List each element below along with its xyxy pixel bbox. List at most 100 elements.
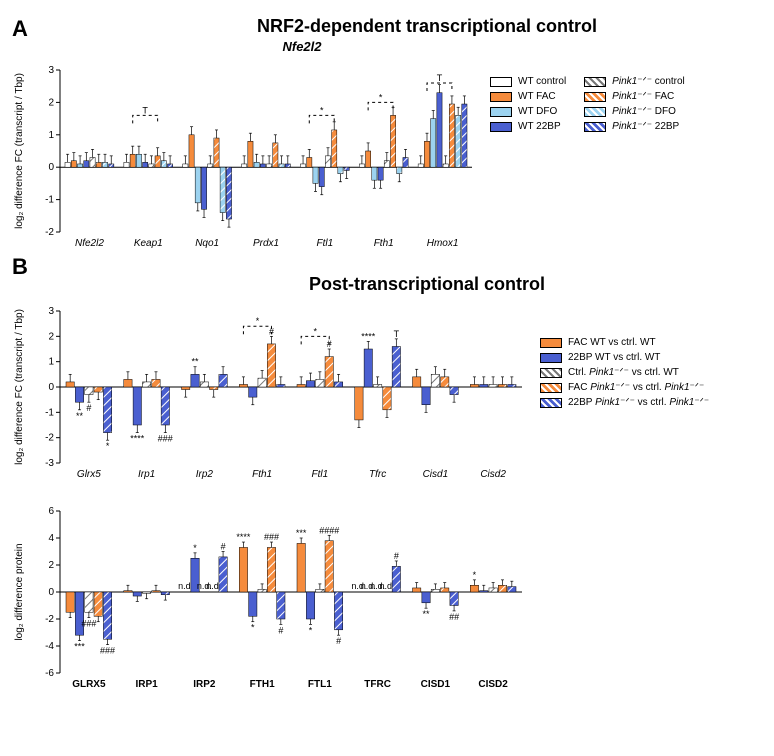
svg-text:*: * xyxy=(256,316,260,326)
svg-text:-2: -2 xyxy=(45,227,54,238)
svg-text:T: T xyxy=(394,329,400,339)
svg-text:3: 3 xyxy=(48,306,54,317)
panel-a-label: A xyxy=(12,16,28,42)
svg-text:Hmox1: Hmox1 xyxy=(427,238,459,249)
svg-text:2: 2 xyxy=(48,560,54,571)
svg-text:-1: -1 xyxy=(45,407,54,418)
svg-text:*: * xyxy=(473,570,477,580)
svg-text:##: ## xyxy=(449,612,459,622)
legend-item: WT control xyxy=(490,76,566,87)
svg-text:Nfe2l2: Nfe2l2 xyxy=(75,238,104,249)
svg-text:*: * xyxy=(193,543,197,553)
svg-text:4: 4 xyxy=(48,533,54,544)
svg-text:*: * xyxy=(309,625,313,635)
svg-text:log₂ difference FC (transcript: log₂ difference FC (transcript / Tbp) xyxy=(14,73,25,229)
svg-text:-3: -3 xyxy=(45,458,54,469)
panel-b-title: Post-transcriptional control xyxy=(88,274,766,295)
legend-item: Ctrl. Pink1⁻ᐟ⁻ vs ctrl. WT xyxy=(540,367,709,378)
svg-text:Cisd1: Cisd1 xyxy=(423,469,449,480)
svg-text:2: 2 xyxy=(48,331,54,342)
svg-text:log₂ difference FC (transcript: log₂ difference FC (transcript / Tbp) xyxy=(14,309,25,465)
svg-text:**: ** xyxy=(192,357,200,367)
svg-text:TFRC: TFRC xyxy=(364,679,391,690)
svg-text:0: 0 xyxy=(48,587,54,598)
svg-text:-4: -4 xyxy=(45,641,54,652)
panel-b-chart2: -6-4-20246log₂ difference proteinGLRX5**… xyxy=(8,497,528,697)
svg-text:####: #### xyxy=(319,525,339,535)
svg-text:Ftl1: Ftl1 xyxy=(317,238,334,249)
panel-a-title: NRF2-dependent transcriptional control xyxy=(88,16,766,37)
svg-text:#: # xyxy=(394,551,399,561)
svg-text:Ftl1: Ftl1 xyxy=(312,469,329,480)
svg-text:Cisd2: Cisd2 xyxy=(480,469,506,480)
svg-text:FTH1: FTH1 xyxy=(250,679,275,690)
svg-text:*: * xyxy=(251,623,255,633)
legend-item: Pink1⁻ᐟ⁻ FAC xyxy=(584,91,685,102)
svg-text:***: *** xyxy=(296,528,307,538)
legend-item: WT DFO xyxy=(490,106,566,117)
svg-text:-2: -2 xyxy=(45,433,54,444)
legend-item: FAC Pink1⁻ᐟ⁻ vs ctrl. Pink1⁻ᐟ⁻ xyxy=(540,382,709,393)
panel-a-legend: WT control WT FAC WT DFO WT 22BP Pink1⁻ᐟ⁻ co… xyxy=(490,76,685,136)
svg-text:-1: -1 xyxy=(45,195,54,206)
svg-text:Irp2: Irp2 xyxy=(196,469,214,480)
svg-text:**: ** xyxy=(423,609,431,619)
svg-text:6: 6 xyxy=(48,506,54,517)
svg-text:Fth1: Fth1 xyxy=(374,238,394,249)
svg-text:#: # xyxy=(278,625,283,635)
legend-item: FAC WT vs ctrl. WT xyxy=(540,337,709,348)
svg-text:Glrx5: Glrx5 xyxy=(77,469,101,480)
svg-text:T: T xyxy=(142,105,148,115)
legend-item: Pink1⁻ᐟ⁻ 22BP xyxy=(584,121,685,132)
panel-a-chart: -2 -1 0 1 2 3 log₂ difference FC (transcript /… xyxy=(8,56,478,256)
svg-text:Keap1: Keap1 xyxy=(134,238,163,249)
svg-text:IRP1: IRP1 xyxy=(136,679,159,690)
svg-text:Nqo1: Nqo1 xyxy=(195,238,219,249)
svg-text:1: 1 xyxy=(48,130,54,141)
svg-text:###: ### xyxy=(81,619,96,629)
svg-text:*: * xyxy=(379,92,383,102)
svg-text:###: ### xyxy=(100,646,115,656)
svg-text:log₂ difference protein: log₂ difference protein xyxy=(14,543,25,640)
svg-text:Tfrc: Tfrc xyxy=(369,469,386,480)
svg-text:T: T xyxy=(437,73,443,83)
svg-text:IRP2: IRP2 xyxy=(193,679,216,690)
svg-text:CISD2: CISD2 xyxy=(478,679,508,690)
svg-text:3: 3 xyxy=(48,65,54,76)
svg-text:Prdx1: Prdx1 xyxy=(253,238,279,249)
legend-item: Pink1⁻ᐟ⁻ DFO xyxy=(584,106,685,117)
svg-text:****: **** xyxy=(361,331,376,341)
svg-text:###: ### xyxy=(264,532,279,542)
svg-text:0: 0 xyxy=(48,382,54,393)
svg-text:-2: -2 xyxy=(45,614,54,625)
panel-b-legend: FAC WT vs ctrl. WT 22BP WT vs ctrl. WT Ctr… xyxy=(540,337,709,412)
svg-text:#: # xyxy=(221,542,226,552)
svg-text:GLRX5: GLRX5 xyxy=(72,679,106,690)
svg-text:**: ** xyxy=(76,411,84,421)
svg-text:*: * xyxy=(320,105,324,115)
svg-text:#: # xyxy=(86,403,91,413)
legend-item: WT FAC xyxy=(490,91,566,102)
panel-a-subtitle: Nfe2l2 xyxy=(0,39,766,54)
svg-text:CISD1: CISD1 xyxy=(421,679,451,690)
svg-text:****: **** xyxy=(130,434,145,444)
svg-text:FTL1: FTL1 xyxy=(308,679,332,690)
svg-text:Irp1: Irp1 xyxy=(138,469,155,480)
legend-item: 22BP Pink1⁻ᐟ⁻ vs ctrl. Pink1⁻ᐟ⁻ xyxy=(540,397,709,408)
svg-text:###: ### xyxy=(158,434,173,444)
svg-text:#: # xyxy=(336,636,341,646)
svg-text:1: 1 xyxy=(48,357,54,368)
figure-root: A NRF2-dependent transcriptional control… xyxy=(8,16,766,697)
svg-text:***: *** xyxy=(74,642,85,652)
panel-b-chart1: -3 -2 -1 0 1 2 3 log₂ difference FC (transcript… xyxy=(8,297,528,487)
legend-item: Pink1⁻ᐟ⁻ control xyxy=(584,76,685,87)
svg-text:*: * xyxy=(313,326,317,336)
svg-text:*: * xyxy=(106,441,110,451)
svg-text:Fth1: Fth1 xyxy=(252,469,272,480)
svg-text:-6: -6 xyxy=(45,668,54,679)
legend-item: 22BP WT vs ctrl. WT xyxy=(540,352,709,363)
panel-b-label: B xyxy=(12,254,28,280)
svg-text:0: 0 xyxy=(48,162,54,173)
legend-item: WT 22BP xyxy=(490,121,566,132)
svg-text:2: 2 xyxy=(48,97,54,108)
